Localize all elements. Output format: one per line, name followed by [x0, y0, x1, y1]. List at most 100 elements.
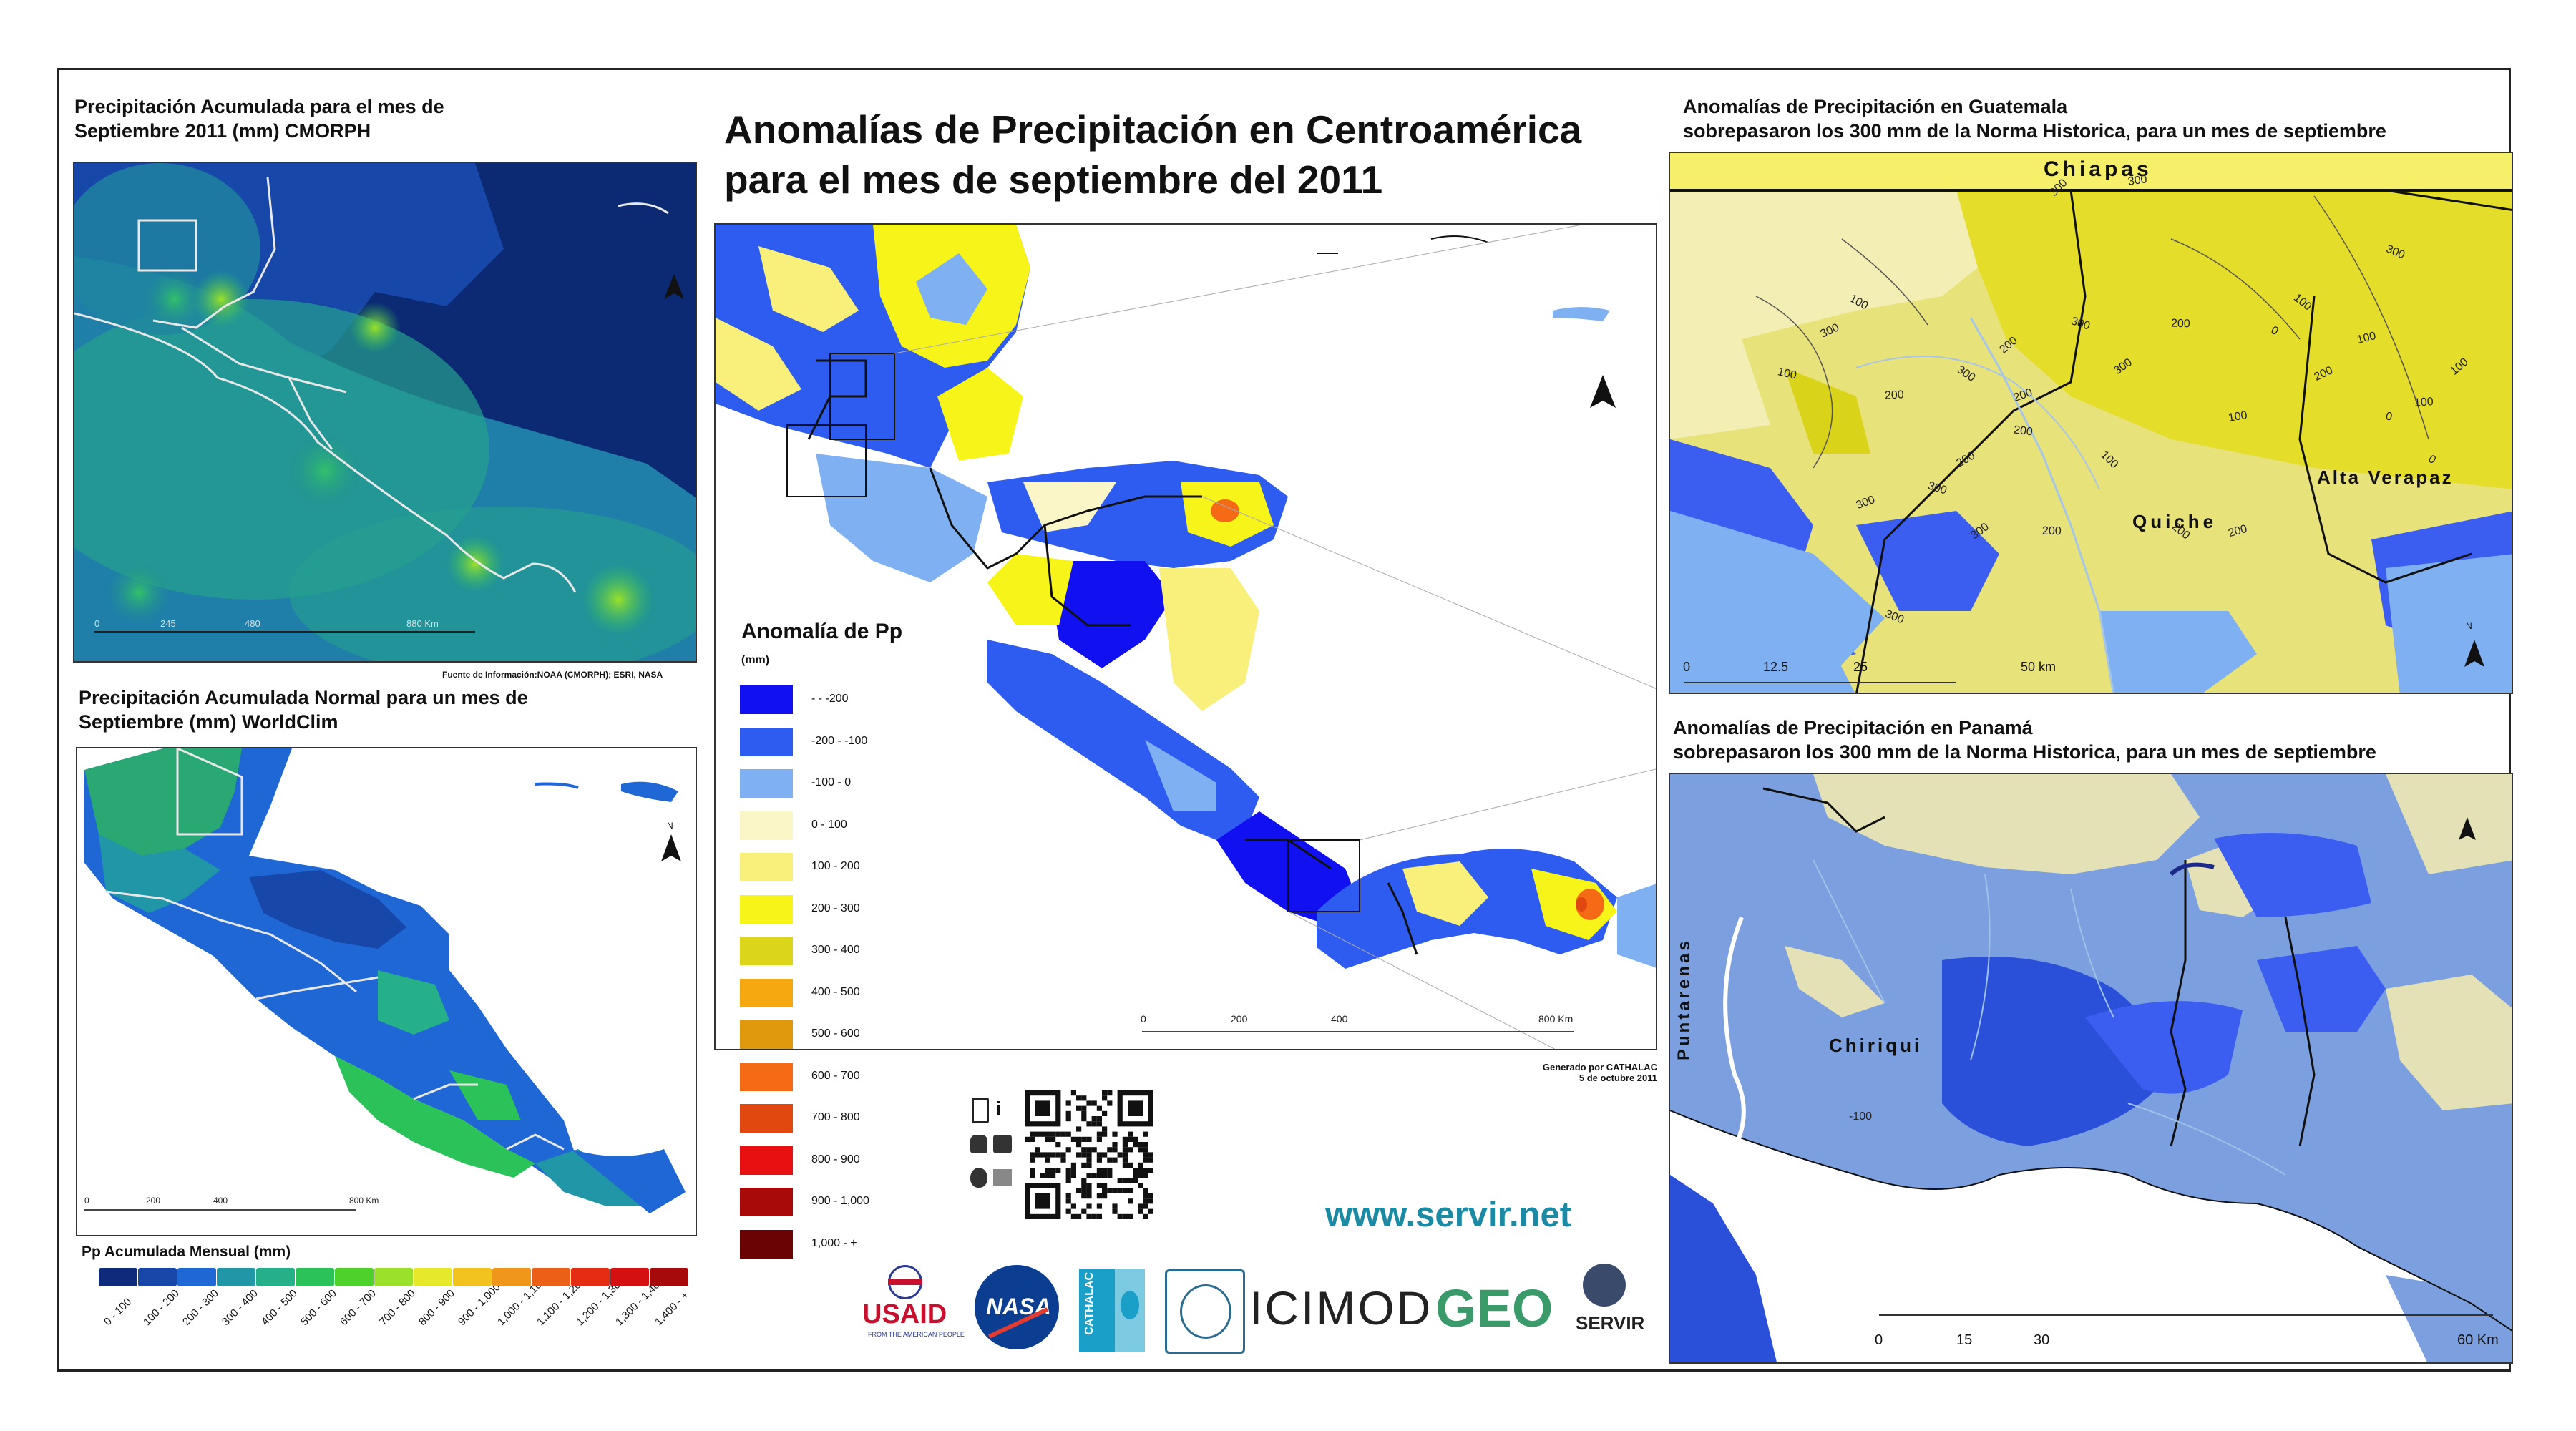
anomaly-legend-swatch	[740, 685, 793, 714]
anomaly-legend-label: -100 - 0	[811, 776, 852, 788]
usaid-logo: USAID FROM THE AMERICAN PEOPLE	[862, 1265, 965, 1351]
pp-legend-swatch	[571, 1268, 610, 1286]
pp-legend-label: 400 - 500	[259, 1287, 300, 1329]
anomaly-legend-title: Anomalía de Pp	[741, 620, 903, 643]
pp-legend-swatch	[374, 1268, 413, 1286]
anomaly-legend-label: 1,000 - +	[811, 1236, 857, 1249]
website-link[interactable]: www.servir.net	[1325, 1196, 1572, 1234]
panama-map[interactable]: Puntarenas Chiriqui -100 0 15 30 60 Km	[1669, 773, 2513, 1364]
main-title: Anomalías de Precipitación en Centroamér…	[724, 107, 1582, 202]
anomaly-legend-label: - - -200	[811, 693, 849, 705]
pp-legend-swatch	[532, 1268, 570, 1286]
cmorph-map[interactable]: 0 245 480 880 Km	[73, 162, 697, 663]
guatemala-contour-label: 100	[2414, 396, 2434, 409]
pp-legend-swatch	[414, 1268, 452, 1286]
anomaly-legend-swatch	[740, 811, 793, 840]
anomaly-legend-label: 900 - 1,000	[811, 1195, 869, 1207]
cmorph-source: Fuente de Información:NOAA (CMORPH); ESR…	[442, 670, 663, 680]
worldclim-scale-0: 0	[84, 1196, 89, 1206]
anomaly-scale-200: 200	[1231, 1013, 1248, 1025]
cmorph-scale-480: 480	[245, 618, 260, 629]
guatemala-north-arrow-icon	[2464, 640, 2484, 667]
cmorph-scale-880: 880 Km	[406, 618, 439, 629]
pp-legend-swatch	[217, 1268, 255, 1286]
pp-legend-swatch	[492, 1268, 531, 1286]
guatemala-contour-label: 200	[2170, 317, 2191, 331]
pp-legend-swatch	[256, 1268, 295, 1286]
panama-scale-15: 15	[1956, 1332, 1973, 1348]
guatemala-contour-label: 300	[2127, 173, 2148, 188]
anomaly-legend-swatch	[740, 1020, 793, 1049]
guatemala-contour-label: 200	[2013, 424, 2034, 439]
pp-legend-swatch	[296, 1268, 334, 1286]
icimod-logo: ICIMOD	[1249, 1281, 1433, 1334]
cmorph-scale-245: 245	[160, 618, 176, 629]
anomaly-legend-swatch	[740, 769, 793, 798]
anomaly-legend-items: - - -200 -200 - -100 -100 - 0 0 - 100 100 - …	[740, 685, 983, 1259]
anomaly-legend-label: -200 - -100	[811, 734, 868, 747]
cmorph-title: Precipitación Acumulada para el mes de S…	[74, 96, 444, 142]
anomaly-map[interactable]: 0 200 400 800 Km Anomalía de Pp (mm)	[714, 223, 1657, 1050]
anomaly-legend-swatch	[740, 978, 793, 1007]
worldclim-north-arrow-icon: N	[661, 821, 681, 861]
anomaly-legend-label: 0 - 100	[811, 818, 847, 831]
label-chiapas: Chiapas	[2044, 157, 2152, 181]
anomaly-legend-swatch	[740, 853, 793, 881]
guatemala-scale-0: 0	[1683, 660, 1691, 674]
blackberry-icon	[993, 1135, 1012, 1153]
guatemala-map[interactable]: Chiapas Quiche Alta Verapaz 0 12.5 25 50…	[1669, 152, 2513, 694]
geo-logo: GEO	[1435, 1279, 1553, 1338]
panama-contour: -100	[1849, 1110, 1873, 1123]
pp-legend-label: 900 - 1,000	[456, 1281, 503, 1329]
qr-code[interactable]	[1025, 1090, 1153, 1219]
pp-legend-swatch	[453, 1268, 492, 1286]
pp-legend-label: 700 - 800	[377, 1287, 418, 1329]
cmorph-north-arrow-icon	[664, 274, 684, 299]
guatemala-scale-12: 12.5	[1763, 660, 1789, 674]
anomaly-scale-0: 0	[1141, 1013, 1146, 1025]
pp-legend-label: 600 - 700	[338, 1287, 379, 1329]
worldclim-scale-400: 400	[213, 1196, 228, 1206]
panama-scale-0: 0	[1875, 1332, 1883, 1348]
windows-icon	[993, 1169, 1012, 1186]
worldclim-title: Precipitación Acumulada Normal para un m…	[79, 687, 528, 733]
anomaly-legend-unit: (mm)	[741, 654, 770, 666]
anomaly-scale-800: 800 Km	[1538, 1013, 1573, 1025]
device-icons: i	[969, 1095, 1012, 1195]
pp-legend-swatch	[335, 1268, 374, 1286]
label-chiriqui: Chiriqui	[1829, 1035, 1923, 1056]
pp-legend-label: 200 - 300	[180, 1287, 221, 1329]
un-emblem-logo	[1165, 1269, 1245, 1354]
worldclim-scale-200: 200	[146, 1196, 160, 1206]
label-quiche: Quiche	[2132, 511, 2218, 532]
anomaly-legend-swatch	[740, 1104, 793, 1133]
pp-legend-label: 0 - 100	[102, 1295, 135, 1329]
anomaly-legend-swatch	[740, 1146, 793, 1175]
cathalac-logo: CATHALAC	[1079, 1269, 1115, 1352]
servir-logo: SERVIR	[1566, 1264, 1659, 1349]
pp-legend-swatch	[99, 1268, 137, 1286]
panama-scale-30: 30	[2034, 1332, 2050, 1348]
panama-north-arrow-icon	[2459, 817, 2476, 840]
anomaly-legend-label: 300 - 400	[811, 944, 860, 956]
pp-legend-title: Pp Acumulada Mensual (mm)	[82, 1244, 291, 1260]
pp-legend-label: 300 - 400	[220, 1287, 260, 1329]
anomaly-legend-label: 700 - 800	[811, 1111, 860, 1123]
guatemala-contour-label: 200	[2041, 524, 2062, 538]
worldclim-map[interactable]: N 0 200 400 800 Km	[76, 747, 697, 1236]
guatemala-scale-25: 25	[1853, 660, 1868, 674]
guatemala-contour-label: 200	[1884, 389, 1905, 402]
pp-legend-swatch	[650, 1268, 688, 1286]
pp-legend-swatch	[138, 1268, 177, 1286]
anomaly-legend-swatch	[740, 937, 793, 965]
anomaly-legend-swatch	[740, 1062, 793, 1091]
apple-icon	[970, 1168, 987, 1188]
anomaly-legend-label: 100 - 200	[811, 860, 860, 872]
label-alta-verapaz: Alta Verapaz	[2317, 467, 2454, 488]
label-puntarenas: Puntarenas	[1674, 938, 1694, 1060]
cmorph-scale-0: 0	[94, 618, 99, 629]
panama-title: Anomalías de Precipitación en Panamá sob…	[1673, 717, 2376, 763]
anomaly-legend-label: 800 - 900	[811, 1153, 860, 1166]
pp-legend-label: 100 - 200	[141, 1287, 182, 1329]
worldclim-scale-800: 800 Km	[349, 1196, 379, 1206]
